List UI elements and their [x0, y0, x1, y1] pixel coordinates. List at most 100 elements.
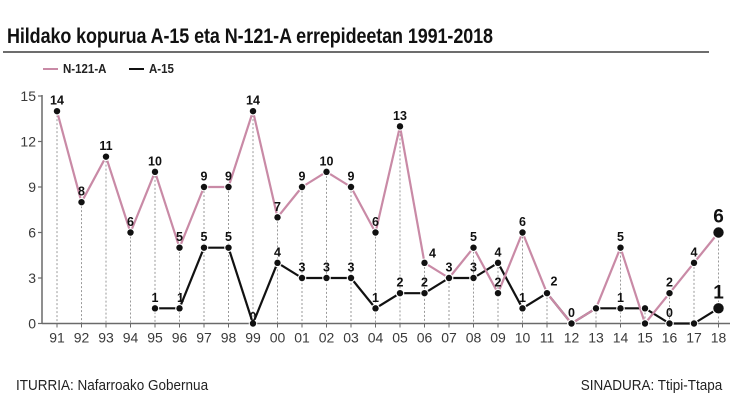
line-segment-n-121-a [80, 156, 107, 203]
data-point-a-15 [395, 288, 405, 298]
data-point-a-15 [712, 302, 725, 315]
line-segment-a-15 [227, 247, 255, 324]
data-point-a-15 [518, 304, 527, 313]
data-label-n-121-a: 9 [201, 170, 208, 184]
data-label-a-15: 3 [348, 261, 355, 275]
x-tick-label: 11 [540, 330, 555, 346]
line-segment-n-121-a [129, 171, 157, 233]
line-segment-n-121-a [423, 261, 450, 279]
series-lines [55, 110, 720, 325]
line-segment-a-15 [521, 292, 548, 310]
data-label-n-121-a: 2 [666, 276, 673, 290]
data-point-a-15 [199, 243, 209, 252]
line-segment-n-121-a [521, 232, 549, 294]
data-label-a-15: 5 [201, 230, 208, 244]
line-segment-a-15 [497, 262, 524, 309]
data-point-a-15 [640, 304, 650, 313]
data-point-a-15 [665, 319, 674, 328]
line-segment-n-121-a [644, 292, 671, 325]
x-tick-label: 00 [270, 330, 286, 346]
line-segment-n-121-a [472, 247, 499, 294]
data-label-n-121-a: 5 [470, 230, 477, 244]
x-tick-label: 93 [98, 330, 114, 346]
data-point-n-121-a [77, 197, 86, 207]
data-label-n-121-a: 0 [568, 306, 575, 320]
data-point-a-15 [542, 288, 552, 298]
data-label-n-121-a: 6 [713, 207, 724, 228]
data-point-n-121-a [297, 182, 307, 192]
x-tick-label: 95 [147, 330, 163, 346]
x-tick-label: 98 [221, 330, 237, 346]
data-label-n-121-a: 6 [127, 215, 134, 229]
y-tick-label: 9 [28, 179, 36, 195]
line-segment-n-121-a [448, 246, 475, 279]
legend-label-a-15: A-15 [149, 62, 174, 76]
data-label-n-121-a: 2 [495, 276, 502, 290]
data-point-n-121-a [273, 213, 282, 222]
data-label-a-15: 5 [225, 230, 232, 244]
x-tick-label: 92 [74, 330, 90, 346]
x-tick-label: 07 [441, 330, 457, 346]
data-point-a-15 [322, 273, 331, 283]
y-tick-label: 15 [20, 88, 36, 104]
data-point-n-121-a [665, 288, 674, 298]
line-segment-a-15 [644, 307, 671, 325]
data-point-n-121-a [616, 243, 625, 252]
data-point-a-15 [273, 258, 282, 268]
x-tick-label: 99 [245, 330, 261, 346]
data-label-a-15: 3 [323, 261, 330, 275]
data-point-a-15 [689, 319, 699, 328]
x-tick-label: 15 [637, 330, 653, 346]
data-label-n-121-a: 8 [78, 185, 85, 199]
data-point-a-15 [420, 288, 429, 298]
data-label-n-121-a: 6 [519, 215, 526, 229]
data-label-n-121-a: 9 [299, 170, 306, 184]
data-point-n-121-a [248, 106, 258, 116]
x-tick-label: 13 [588, 330, 604, 346]
line-segment-n-121-a [594, 247, 622, 309]
data-label-n-121-a: 4 [429, 246, 436, 260]
data-point-n-121-a [689, 258, 699, 268]
data-label-a-15: 3 [299, 261, 306, 275]
line-segment-a-15 [350, 277, 377, 310]
data-label-a-15: 0 [250, 310, 257, 324]
data-point-a-15 [493, 258, 503, 268]
data-point-n-121-a [640, 319, 650, 328]
data-label-n-121-a: 14 [246, 94, 260, 108]
data-label-n-121-a: 9 [348, 170, 355, 184]
data-point-n-121-a [493, 288, 503, 298]
data-label-n-121-a: 10 [320, 154, 334, 168]
data-label-a-15: 2 [397, 276, 404, 290]
line-segment-n-121-a [276, 186, 303, 219]
x-tick-label: 04 [368, 330, 384, 346]
y-tick-label: 12 [20, 134, 36, 150]
data-label-a-15: 1 [372, 291, 379, 305]
data-point-n-121-a [199, 182, 209, 192]
signature-note: SINADURA: Ttipi-Ttapa [580, 377, 722, 394]
y-tick-label: 0 [28, 316, 36, 332]
legend-label-n-121-a: N-121-A [63, 62, 107, 76]
line-segment-n-121-a [350, 186, 377, 234]
x-tick-label: 96 [172, 330, 188, 346]
data-label-n-121-a: 7 [274, 200, 281, 214]
data-point-a-15 [371, 304, 380, 313]
x-tick-label: 17 [686, 330, 702, 346]
line-segment-a-15 [423, 277, 450, 295]
line-segment-n-121-a [104, 156, 132, 233]
line-segment-n-121-a [227, 110, 255, 188]
data-label-a-15: 3 [470, 261, 477, 275]
line-segment-n-121-a [546, 292, 573, 325]
data-label-n-121-a: 2 [551, 275, 558, 289]
line-segment-n-121-a [693, 231, 720, 264]
data-point-n-121-a [224, 182, 233, 192]
data-point-a-15 [567, 319, 576, 328]
line-segment-n-121-a [570, 307, 597, 325]
data-point-n-121-a [322, 167, 331, 177]
y-tick-label: 3 [28, 270, 36, 286]
data-label-a-15: 0 [666, 306, 673, 320]
data-label-n-121-a: 3 [446, 261, 453, 275]
data-label-n-121-a: 4 [691, 245, 698, 259]
data-point-n-121-a [371, 228, 380, 237]
